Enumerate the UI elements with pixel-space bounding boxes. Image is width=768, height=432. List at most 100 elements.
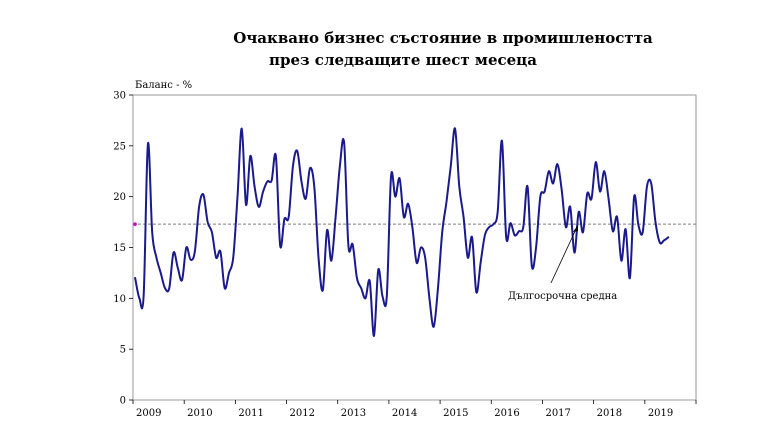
data-point — [650, 182, 652, 185]
data-point — [313, 185, 315, 188]
data-point — [642, 231, 644, 233]
average-start-marker — [133, 222, 137, 226]
x-tick-label: 2015 — [443, 408, 468, 419]
x-tick-label: 2013 — [341, 408, 366, 419]
data-point — [484, 234, 486, 236]
data-point — [450, 165, 452, 167]
x-tick-label: 2012 — [290, 408, 315, 419]
data-point — [582, 231, 584, 233]
data-point — [381, 295, 384, 297]
data-point — [283, 218, 286, 220]
data-point — [599, 190, 601, 193]
data-point — [433, 326, 435, 328]
data-point — [445, 201, 448, 203]
data-point — [189, 259, 192, 261]
x-tick-label: 2009 — [136, 408, 161, 419]
x-tick-label: 2014 — [392, 408, 417, 419]
data-point — [292, 165, 294, 167]
data-point — [398, 177, 401, 179]
data-point — [462, 216, 465, 218]
data-point — [134, 277, 136, 279]
data-point — [497, 211, 499, 213]
chart-title-line2: през следващите шест месеца — [269, 51, 537, 69]
data-point — [531, 265, 533, 267]
data-point — [441, 231, 443, 233]
data-point — [437, 287, 439, 289]
data-point — [467, 257, 469, 259]
data-point — [526, 185, 529, 188]
data-point — [590, 198, 593, 200]
data-point — [616, 216, 618, 218]
data-point — [514, 234, 516, 236]
data-point — [492, 223, 495, 225]
data-point — [317, 257, 320, 259]
data-point — [347, 244, 349, 247]
data-point — [164, 287, 166, 289]
data-point — [198, 206, 200, 208]
data-point — [407, 203, 409, 205]
data-point — [326, 229, 328, 231]
y-tick-label: 20 — [113, 192, 126, 203]
y-axis: 0 5 10 15 20 25 30 — [113, 91, 133, 407]
y-tick-label: 25 — [113, 141, 126, 152]
data-point — [633, 196, 635, 198]
data-point — [172, 251, 175, 254]
y-tick-label: 30 — [113, 91, 126, 102]
data-point — [258, 206, 260, 208]
data-point — [569, 206, 571, 208]
data-point — [552, 182, 554, 185]
data-point — [138, 297, 140, 299]
data-point — [488, 226, 490, 228]
data-point — [369, 280, 371, 282]
data-point — [262, 190, 264, 193]
data-point — [373, 335, 375, 337]
data-point — [296, 150, 298, 152]
data-point — [411, 226, 413, 228]
data-point — [232, 257, 234, 259]
data-point — [228, 272, 230, 274]
data-point — [471, 236, 473, 238]
data-point — [454, 127, 456, 130]
data-point — [458, 185, 460, 188]
data-point — [543, 190, 546, 193]
data-point — [565, 226, 567, 228]
data-point — [501, 140, 503, 142]
data-point — [143, 294, 145, 296]
data-point — [334, 216, 337, 218]
data-point — [177, 267, 179, 269]
data-point — [625, 228, 627, 230]
y-tick-label: 15 — [113, 243, 126, 254]
data-point — [181, 279, 183, 281]
data-point — [620, 260, 622, 262]
data-point — [646, 185, 648, 188]
data-point — [637, 224, 640, 226]
data-point — [403, 216, 405, 218]
data-point — [607, 198, 610, 200]
data-point — [428, 297, 431, 299]
data-point — [194, 250, 196, 253]
data-point — [386, 295, 388, 297]
data-point — [360, 287, 362, 289]
data-point — [202, 194, 204, 196]
data-point — [416, 262, 418, 264]
data-point — [663, 239, 665, 241]
y-tick-label: 5 — [120, 345, 126, 356]
data-point — [573, 251, 576, 254]
annotation-arrow — [550, 226, 578, 284]
x-tick-label: 2017 — [545, 408, 570, 419]
x-tick-label: 2018 — [597, 408, 622, 419]
data-point — [249, 155, 251, 157]
y-tick-label: 10 — [113, 294, 126, 305]
data-point — [509, 222, 512, 224]
data-point — [236, 196, 239, 198]
chart-title-line1: Очаквано бизнес състояние в промишленост… — [233, 29, 653, 47]
data-point — [305, 198, 307, 200]
data-point — [654, 221, 657, 223]
data-point — [215, 257, 217, 259]
data-point — [629, 277, 631, 279]
data-point — [309, 167, 311, 169]
data-point — [168, 287, 170, 289]
data-point — [300, 180, 303, 183]
y-axis-unit-label: Баланс - % — [135, 80, 192, 91]
